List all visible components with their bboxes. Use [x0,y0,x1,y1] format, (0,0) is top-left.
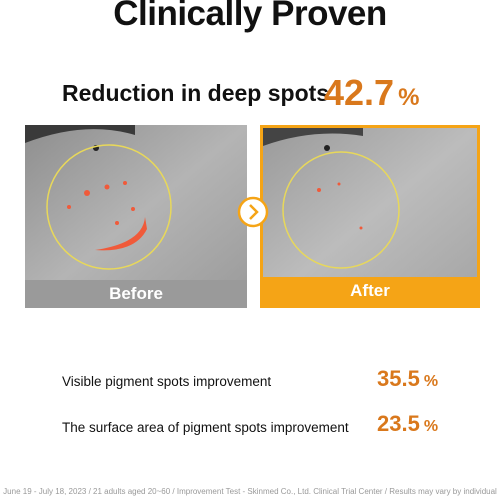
footnote: June 19 - July 18, 2023 / 21 adults aged… [3,487,497,496]
unit: % [398,84,420,111]
headline: Reduction in deep spots [62,80,330,106]
stat-value: 35.5% [377,366,438,392]
stat-value: 23.5% [377,411,438,437]
before-label: Before [25,280,247,308]
value: 42.7 [324,72,395,113]
unit: % [423,373,439,390]
value: 23.5 [377,411,420,436]
value: 35.5 [377,366,420,391]
after-label: After [263,277,477,305]
after-photo: After [260,125,480,308]
skin-image [263,128,477,305]
before-photo: Before [25,125,247,308]
unit: % [423,418,439,435]
stat-label: The surface area of pigment spots improv… [62,420,349,435]
arrow-icon [237,196,269,228]
skin-image [25,125,247,308]
stat-label: Visible pigment spots improvement [62,374,272,389]
headline-value: 42.7% [324,72,419,114]
title: Clinically Proven [113,0,387,33]
